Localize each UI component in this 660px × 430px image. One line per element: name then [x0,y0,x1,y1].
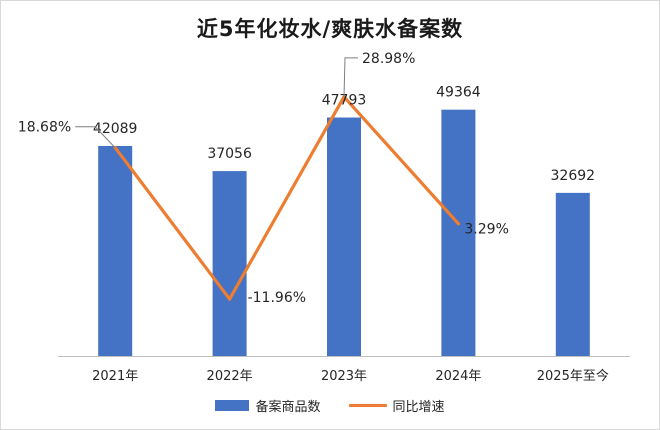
line-point-1 [228,297,232,301]
legend-item-line: 同比增速 [348,396,445,415]
bar-value-label-4: 32692 [551,168,596,184]
growth-line [113,95,460,301]
bar-value-label-0: 42089 [93,121,138,137]
legend-line-swatch [348,404,387,407]
x-tick-label-4: 2025年至今 [537,368,609,384]
bar-1 [212,171,247,356]
x-tick-label-1: 2022年 [207,369,253,384]
legend-item-bar: 备案商品数 [215,396,321,415]
legend-line-label: 同比增速 [392,400,445,415]
legend-bar-swatch [215,400,250,411]
line-value-label-2: 28.98% [362,51,415,67]
bar-value-label-2: 47793 [322,93,367,109]
leader-line-2 [343,57,358,97]
line-series [113,95,460,301]
line-value-label-1: -11.96% [248,290,306,306]
bar-3 [441,109,476,356]
bar-series [98,109,590,356]
bar-4 [555,192,590,356]
x-tick-label-2: 2023年 [321,369,367,384]
chart-title: 近5年化妆水/爽肤水备案数 [196,17,464,41]
bar-value-label-1: 37056 [207,146,252,162]
bar-2 [327,117,361,356]
line-value-label-0: 18.68% [18,120,71,136]
x-axis: 2021年 2022年 2023年 2024年 2025年至今 [58,356,630,384]
data-labels: 42089 37056 47793 49364 32692 18.68% -11.96% 28… [18,51,595,306]
line-value-label-3: 3.29% [464,222,508,238]
leader-line-0 [75,126,116,149]
bar-0 [98,145,133,356]
legend: 备案商品数 同比增速 [0,396,660,415]
legend-bar-label: 备案商品数 [255,400,321,415]
bar-value-label-3: 49364 [436,85,481,101]
x-tick-label-0: 2021年 [92,369,138,384]
x-tick-label-3: 2024年 [435,369,481,384]
line-point-3 [456,222,460,226]
